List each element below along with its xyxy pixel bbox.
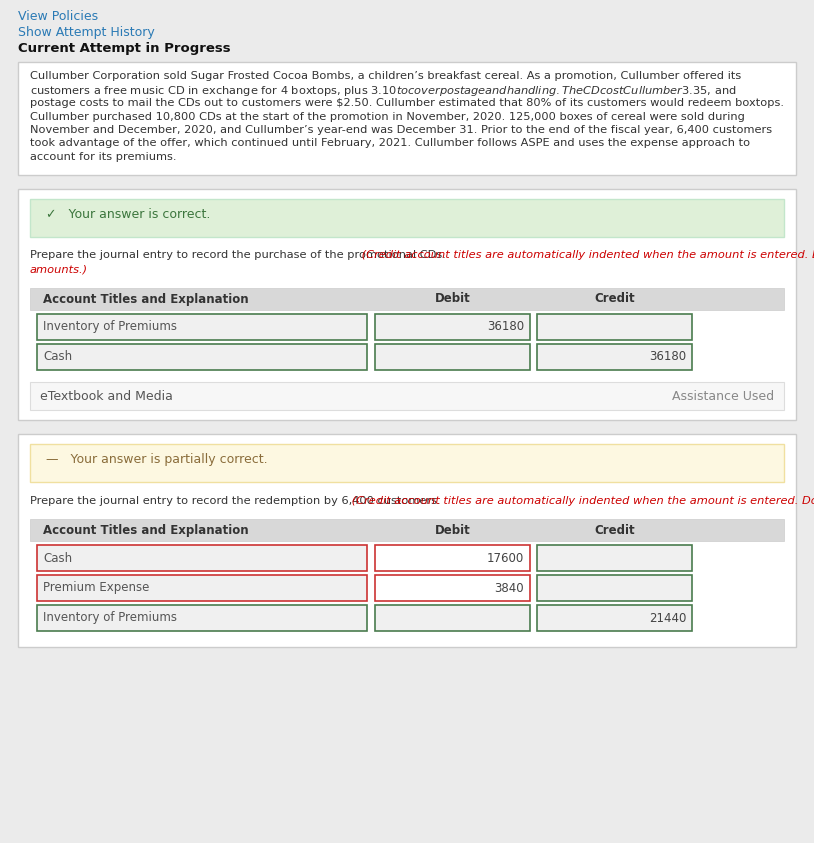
Text: 36180: 36180 <box>649 350 686 363</box>
Text: 3840: 3840 <box>494 582 524 594</box>
Text: View Policies: View Policies <box>18 10 98 23</box>
Text: ✓   Your answer is correct.: ✓ Your answer is correct. <box>46 208 210 222</box>
FancyBboxPatch shape <box>37 314 367 340</box>
FancyBboxPatch shape <box>18 189 796 244</box>
Text: 36180: 36180 <box>487 320 524 333</box>
Text: Account Titles and Explanation: Account Titles and Explanation <box>43 293 248 305</box>
Text: Prepare the journal entry to record the purchase of the promotional CDs.: Prepare the journal entry to record the … <box>30 250 446 260</box>
FancyBboxPatch shape <box>375 605 530 631</box>
FancyBboxPatch shape <box>37 545 367 571</box>
FancyBboxPatch shape <box>375 575 530 601</box>
FancyBboxPatch shape <box>537 575 692 601</box>
Text: Premium Expense: Premium Expense <box>43 582 150 594</box>
FancyBboxPatch shape <box>18 433 796 647</box>
Text: Cullumber purchased 10,800 CDs at the start of the promotion in November, 2020. : Cullumber purchased 10,800 CDs at the st… <box>30 111 745 121</box>
FancyBboxPatch shape <box>537 545 692 571</box>
Text: Prepare the journal entry to record the redemption by 6,400 customers.: Prepare the journal entry to record the … <box>30 496 440 506</box>
Text: November and December, 2020, and Cullumber’s year-end was December 31. Prior to : November and December, 2020, and Cullumb… <box>30 125 772 135</box>
Text: Cash: Cash <box>43 350 72 363</box>
Text: postage costs to mail the CDs out to customers were $2.50. Cullumber estimated t: postage costs to mail the CDs out to cus… <box>30 98 784 108</box>
Text: Account Titles and Explanation: Account Titles and Explanation <box>43 524 248 537</box>
FancyBboxPatch shape <box>37 343 367 369</box>
FancyBboxPatch shape <box>30 519 784 541</box>
FancyBboxPatch shape <box>30 287 784 309</box>
Text: eTextbook and Media: eTextbook and Media <box>40 389 173 402</box>
FancyBboxPatch shape <box>375 314 530 340</box>
Text: Cullumber Corporation sold Sugar Frosted Cocoa Bombs, a children’s breakfast cer: Cullumber Corporation sold Sugar Frosted… <box>30 71 742 81</box>
FancyBboxPatch shape <box>537 314 692 340</box>
FancyBboxPatch shape <box>37 575 367 601</box>
FancyBboxPatch shape <box>537 343 692 369</box>
FancyBboxPatch shape <box>30 198 784 237</box>
Text: Inventory of Premiums: Inventory of Premiums <box>43 611 177 625</box>
Text: Debit: Debit <box>435 524 470 537</box>
FancyBboxPatch shape <box>30 443 784 481</box>
FancyBboxPatch shape <box>18 189 796 420</box>
FancyBboxPatch shape <box>375 545 530 571</box>
Text: Current Attempt in Progress: Current Attempt in Progress <box>18 42 230 55</box>
Text: Assistance Used: Assistance Used <box>672 389 774 402</box>
FancyBboxPatch shape <box>18 62 796 175</box>
Text: 21440: 21440 <box>649 611 686 625</box>
Text: Credit: Credit <box>594 524 635 537</box>
Text: amounts.): amounts.) <box>30 264 88 274</box>
Text: 17600: 17600 <box>487 551 524 565</box>
Text: customers a free music CD in exchange for 4 boxtops, plus $3.10 to cover postage: customers a free music CD in exchange fo… <box>30 84 737 99</box>
FancyBboxPatch shape <box>37 605 367 631</box>
Text: (Credit account titles are automatically indented when the amount is entered. Do: (Credit account titles are automatically… <box>348 496 814 506</box>
Text: —   Your answer is partially correct.: — Your answer is partially correct. <box>46 454 268 466</box>
FancyBboxPatch shape <box>375 343 530 369</box>
Text: Cash: Cash <box>43 551 72 565</box>
Text: Inventory of Premiums: Inventory of Premiums <box>43 320 177 333</box>
Text: account for its premiums.: account for its premiums. <box>30 152 177 162</box>
FancyBboxPatch shape <box>30 382 784 410</box>
Text: Credit: Credit <box>594 293 635 305</box>
Text: (Credit account titles are automatically indented when the amount is entered. Do: (Credit account titles are automatically… <box>357 250 814 260</box>
Text: Show Attempt History: Show Attempt History <box>18 26 155 39</box>
FancyBboxPatch shape <box>537 605 692 631</box>
Text: took advantage of the offer, which continued until February, 2021. Cullumber fol: took advantage of the offer, which conti… <box>30 138 751 148</box>
Text: Debit: Debit <box>435 293 470 305</box>
